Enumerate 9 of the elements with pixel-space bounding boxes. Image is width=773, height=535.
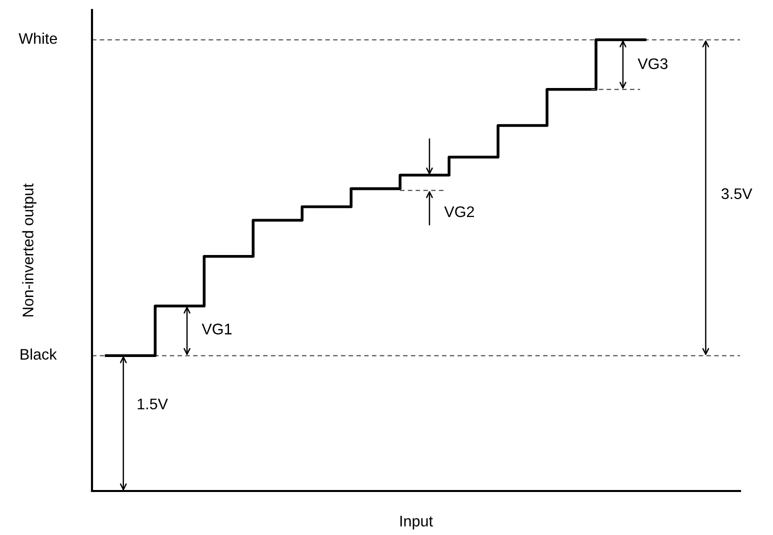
x-axis-title: Input xyxy=(400,516,433,530)
text: 3.5V xyxy=(721,188,752,200)
ref-line-label: White xyxy=(18,32,57,44)
annotation: VG1 xyxy=(202,324,232,334)
annotation: VG3 xyxy=(638,58,668,70)
annotation: VG2 xyxy=(444,206,474,218)
annotation: 1.5V xyxy=(138,398,168,410)
ref-line-label: Black xyxy=(20,348,57,360)
y-axis-title: Non-inverted output xyxy=(22,184,36,316)
